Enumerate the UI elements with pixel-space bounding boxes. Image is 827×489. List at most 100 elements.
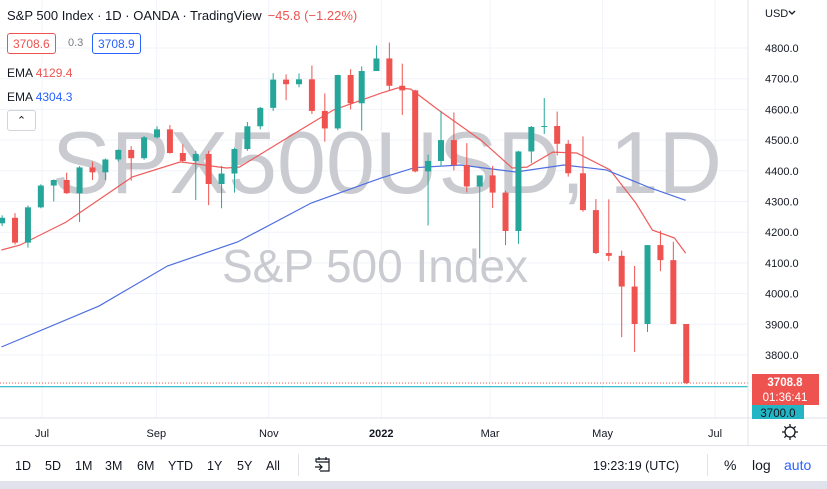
candle — [373, 45, 380, 72]
price-change: −45.8 (−1.22%) — [267, 8, 358, 23]
price-tick-label: 4800.0 — [765, 43, 799, 55]
candle — [644, 245, 651, 332]
bar-countdown: 01:36:41 — [763, 392, 808, 404]
candle — [12, 213, 19, 245]
candle-body — [463, 164, 470, 187]
candle — [166, 125, 173, 154]
auto-scale-toggle[interactable]: auto — [784, 457, 812, 473]
candle — [592, 199, 599, 254]
ema-legend-1[interactable]: EMA 4129.4 — [7, 66, 72, 80]
candle-body — [308, 79, 315, 111]
candle-body — [37, 185, 44, 208]
candle — [631, 265, 638, 352]
candle-body — [618, 255, 625, 287]
candle-body — [141, 137, 148, 159]
candle — [76, 166, 83, 223]
period-1y[interactable]: 1Y — [207, 459, 223, 473]
price-tick-label: 4400.0 — [765, 166, 799, 178]
candle-body — [76, 167, 83, 194]
candle-body — [605, 253, 612, 256]
period-all[interactable]: All — [266, 459, 280, 473]
chevron-up-icon: ⌃ — [16, 115, 27, 127]
candle-body — [657, 245, 664, 261]
price-tick-label: 3900.0 — [765, 319, 799, 331]
candle — [412, 89, 419, 173]
candle — [0, 215, 6, 227]
period-6m[interactable]: 6M — [137, 459, 155, 473]
candle — [205, 150, 212, 206]
grid — [0, 0, 748, 418]
candle-body — [115, 149, 122, 160]
price-tick-label: 4500.0 — [765, 135, 799, 147]
candle-body — [102, 159, 109, 173]
percent-scale-toggle[interactable]: % — [724, 457, 737, 473]
price-lines — [0, 382, 748, 388]
last-price-label: 3708.8 01:36:41 — [752, 374, 819, 405]
candle — [358, 66, 365, 131]
candle-body — [437, 140, 444, 161]
candle — [50, 179, 57, 202]
divider — [298, 454, 299, 476]
candle-body — [244, 126, 251, 150]
period-3m[interactable]: 3M — [105, 459, 123, 473]
log-scale-toggle[interactable]: log — [752, 457, 771, 473]
candle-body — [644, 245, 651, 324]
buy-price-button[interactable]: 3708.9 — [92, 33, 141, 54]
period-5y[interactable]: 5Y — [237, 459, 253, 473]
candle-body — [358, 71, 365, 104]
candle — [683, 323, 690, 385]
candle-body — [270, 79, 277, 108]
candle — [476, 175, 483, 259]
line-price-label: 3700.0 — [752, 405, 804, 420]
candle — [425, 154, 432, 226]
price-chart[interactable]: SPX500USD, 1D S&P 500 Index 4800.0 4700.0… — [0, 0, 827, 445]
calendar-arrow-icon[interactable] — [314, 457, 332, 473]
candle — [296, 73, 303, 88]
time-tick-label: Sep — [147, 428, 167, 440]
candle-body — [554, 125, 561, 144]
candle-body — [489, 175, 496, 193]
currency-selector[interactable]: USD — [765, 8, 796, 20]
ema-line-1 — [1, 87, 687, 254]
candle-body — [412, 90, 419, 172]
ema-value: 4304.3 — [35, 90, 73, 104]
candle-body — [89, 167, 96, 173]
collapse-legend-button[interactable]: ⌃ — [7, 110, 36, 131]
watermark-name: S&P 500 Index — [222, 240, 528, 292]
candle — [102, 158, 109, 181]
candle-body — [592, 210, 599, 254]
bottom-toolbar: 1D 5D 1M 3M 6M YTD 1Y 5Y All 19:23:19 (U… — [0, 445, 827, 481]
period-5d[interactable]: 5D — [45, 459, 61, 473]
candle-body — [631, 286, 638, 324]
candle — [670, 241, 677, 325]
sell-price-button[interactable]: 3708.6 — [7, 33, 56, 54]
symbol-title[interactable]: S&P 500 Index · 1D · OANDA · TradingView — [7, 8, 262, 23]
currency-label[interactable]: USD — [765, 8, 788, 20]
candle-body — [24, 207, 31, 243]
candle — [565, 140, 572, 177]
candle-body — [166, 129, 173, 153]
utc-clock[interactable]: 19:23:19 (UTC) — [593, 459, 680, 473]
candle — [399, 63, 406, 115]
time-tick-label: Nov — [259, 428, 279, 440]
price-axis[interactable]: 4800.0 4700.0 4600.0 4500.0 4400.0 4300.0 4200… — [765, 43, 799, 362]
candle-body — [373, 58, 380, 72]
candle — [528, 125, 535, 164]
gear-icon[interactable] — [782, 424, 798, 440]
time-tick-label: Mar — [481, 428, 500, 440]
candle-body — [386, 58, 393, 86]
candle — [541, 98, 548, 134]
ema-legend-2[interactable]: EMA 4304.3 — [7, 90, 72, 104]
candle-body — [334, 75, 341, 129]
price-tick-label: 3800.0 — [765, 350, 799, 362]
candle — [450, 112, 457, 171]
period-1m[interactable]: 1M — [75, 459, 93, 473]
candle — [128, 146, 135, 181]
time-tick-label: Jul — [35, 428, 49, 440]
candle — [192, 150, 199, 200]
time-axis[interactable]: Jul Sep Nov 2022 Mar May Jul — [35, 428, 722, 440]
period-1d[interactable]: 1D — [15, 459, 31, 473]
ema-value: 4129.4 — [35, 66, 73, 80]
period-ytd[interactable]: YTD — [168, 459, 193, 473]
candle — [89, 161, 96, 181]
